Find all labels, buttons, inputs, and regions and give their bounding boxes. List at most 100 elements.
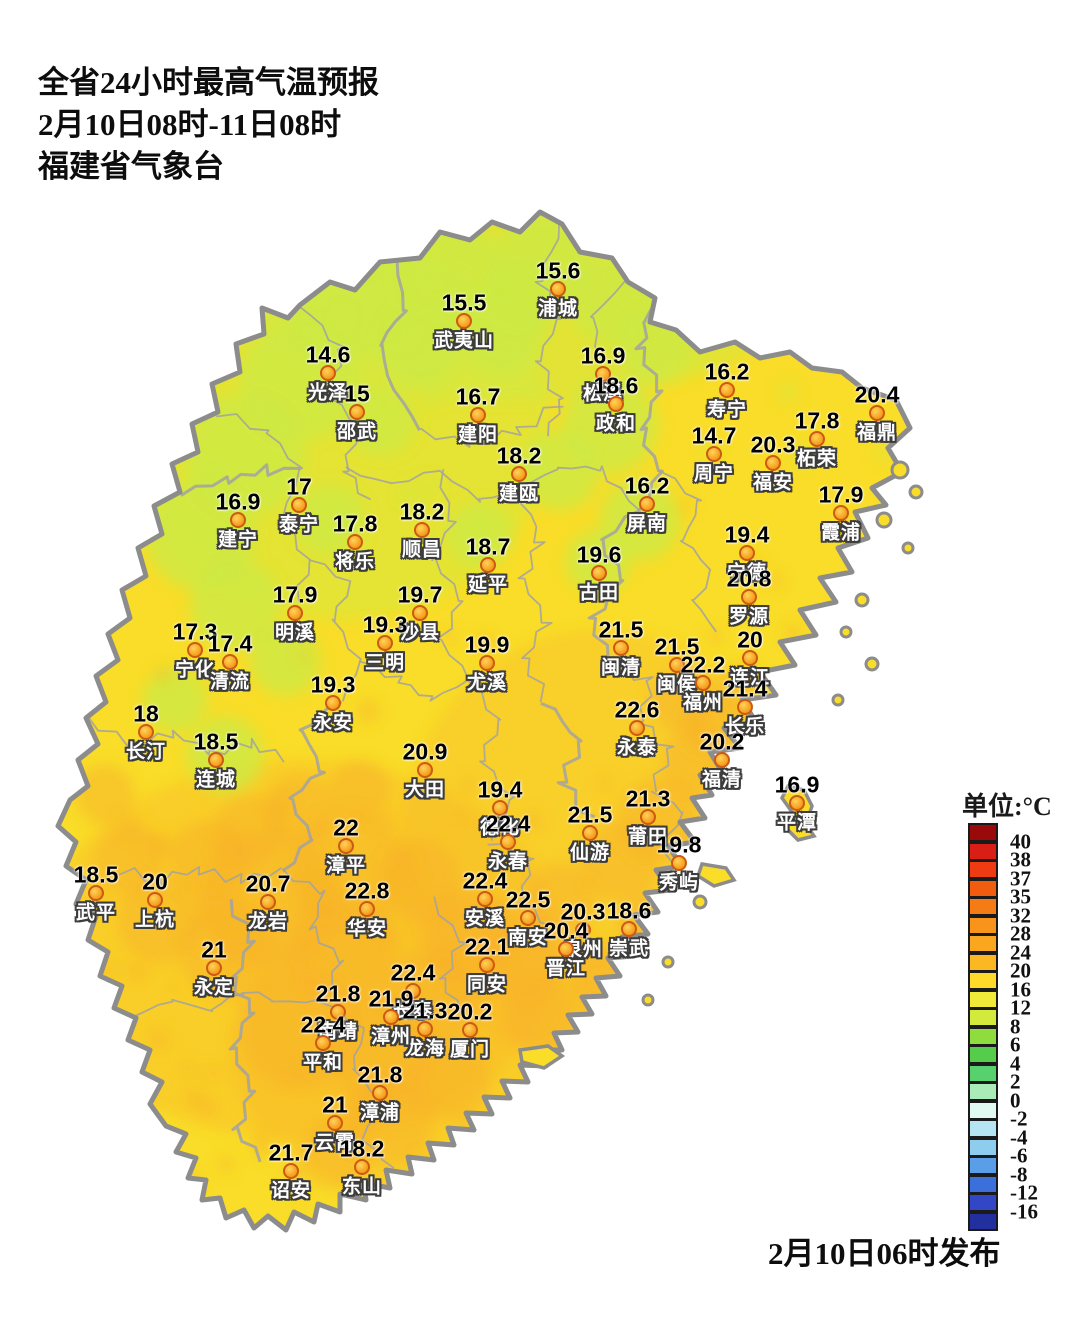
station-dot-icon	[327, 1115, 343, 1131]
station-dot-icon	[629, 720, 645, 736]
station-label-周宁: 周宁	[693, 463, 735, 485]
station-dot-icon	[138, 724, 154, 740]
station-dot-icon	[550, 281, 566, 297]
station-temp-屏南: 16.2	[624, 472, 670, 499]
station-dot-icon	[206, 960, 222, 976]
station-dot-icon	[671, 855, 687, 871]
station-temp-寿宁: 16.2	[704, 358, 750, 385]
legend-swatch	[968, 1174, 998, 1194]
legend-swatch	[968, 1211, 998, 1231]
station-label-龙海: 龙海	[404, 1038, 446, 1060]
station-temp-福清: 20.2	[699, 728, 745, 755]
station-label-永安: 永安	[312, 712, 354, 734]
legend-swatch	[968, 915, 998, 935]
station-label-莆田: 莆田	[627, 826, 669, 848]
station-label-罗源: 罗源	[728, 606, 770, 628]
station-dot-icon	[640, 809, 656, 825]
station-temp-武夷山: 15.5	[441, 289, 487, 316]
legend-tick: 38	[1010, 847, 1031, 872]
station-dot-icon	[320, 365, 336, 381]
title-line3: 福建省气象台	[38, 149, 224, 184]
station-dot-icon	[405, 983, 421, 999]
station-dot-icon	[591, 565, 607, 581]
station-temp-宁德: 19.4	[724, 521, 770, 548]
station-dot-icon	[383, 1009, 399, 1025]
station-dot-icon	[739, 545, 755, 561]
legend-tick: -2	[1010, 1106, 1028, 1131]
station-temp-建瓯: 18.2	[496, 442, 542, 469]
station-temp-漳平: 22	[333, 814, 359, 841]
release-time: 2月10日06时发布	[768, 1236, 1001, 1271]
station-label-永泰: 永泰	[616, 737, 658, 759]
legend-swatch	[968, 1008, 998, 1027]
station-dot-icon	[330, 1004, 346, 1020]
station-dot-icon	[706, 446, 722, 462]
legend-tick: -8	[1010, 1162, 1028, 1186]
station-label-屏南: 屏南	[626, 513, 668, 535]
legend-swatch	[968, 989, 998, 1009]
station-dot-icon	[187, 642, 203, 658]
legend-swatch	[968, 860, 998, 879]
station-temp-平和: 22.4	[300, 1011, 346, 1038]
station-label-漳州: 漳州	[370, 1026, 412, 1048]
legend-tick: 2	[1010, 1069, 1021, 1094]
station-temp-福鼎: 20.4	[854, 381, 900, 408]
station-temp-云霄: 21	[322, 1091, 348, 1118]
station-label-连城: 连城	[195, 769, 237, 791]
station-dot-icon	[208, 752, 224, 768]
station-label-秀屿: 秀屿	[658, 872, 700, 894]
county-boundaries	[86, 222, 717, 1169]
legend-title: 单位:°C	[962, 792, 1052, 821]
legend-swatch	[968, 971, 998, 990]
station-label-连江: 连江	[729, 667, 771, 689]
station-label-华安: 华安	[346, 918, 388, 940]
station-dot-icon	[789, 795, 805, 811]
station-temp-南靖: 21.8	[315, 980, 361, 1007]
station-dot-icon	[595, 366, 611, 382]
station-dot-icon	[359, 901, 375, 917]
station-label-东山: 东山	[341, 1176, 383, 1198]
station-temp-大田: 20.9	[402, 738, 448, 765]
station-label-福安: 福安	[752, 472, 794, 494]
station-label-延平: 延平	[467, 574, 509, 596]
station-label-云霄: 云霄	[314, 1132, 356, 1154]
station-dot-icon	[325, 695, 341, 711]
station-dot-icon	[417, 1021, 433, 1037]
station-temp-建阳: 16.7	[455, 383, 501, 410]
station-temp-福安: 20.3	[750, 431, 796, 458]
legend-swatch	[968, 1137, 998, 1157]
station-temp-漳浦: 21.8	[357, 1061, 403, 1088]
station-temp-永定: 21	[201, 936, 227, 963]
legend-tick: 35	[1010, 884, 1031, 909]
station-dot-icon	[470, 407, 486, 423]
station-temp-泰宁: 17	[286, 473, 312, 500]
station-label-漳浦: 漳浦	[359, 1102, 401, 1124]
station-dot-icon	[480, 557, 496, 573]
station-label-南安: 南安	[507, 927, 549, 949]
station-temp-清流: 17.4	[207, 630, 253, 657]
station-label-顺昌: 顺昌	[401, 539, 443, 561]
station-dot-icon	[492, 800, 508, 816]
station-dot-icon	[338, 838, 354, 854]
station-label-泰宁: 泰宁	[278, 514, 320, 536]
station-temp-连城: 18.5	[193, 728, 239, 755]
legend-tick: 4	[1010, 1051, 1021, 1075]
station-label-同安: 同安	[466, 974, 508, 996]
station-label-浦城: 浦城	[537, 298, 579, 320]
station-label-闽清: 闽清	[600, 657, 642, 679]
legend-swatch	[968, 878, 998, 898]
station-temp-光泽: 14.6	[305, 341, 351, 368]
station-label-福清: 福清	[701, 769, 743, 791]
station-temp-诏安: 21.7	[268, 1139, 314, 1166]
station-temp-晋江: 20.4	[543, 917, 589, 944]
station-label-厦门: 厦门	[449, 1039, 491, 1061]
station-dot-icon	[558, 941, 574, 957]
station-dot-icon	[511, 466, 527, 482]
station-temp-沙县: 19.7	[397, 581, 443, 608]
legend-swatch	[968, 897, 998, 916]
station-temp-上杭: 20	[142, 868, 168, 895]
station-dot-icon	[765, 455, 781, 471]
station-dot-icon	[456, 313, 472, 329]
station-dot-icon	[742, 650, 758, 666]
